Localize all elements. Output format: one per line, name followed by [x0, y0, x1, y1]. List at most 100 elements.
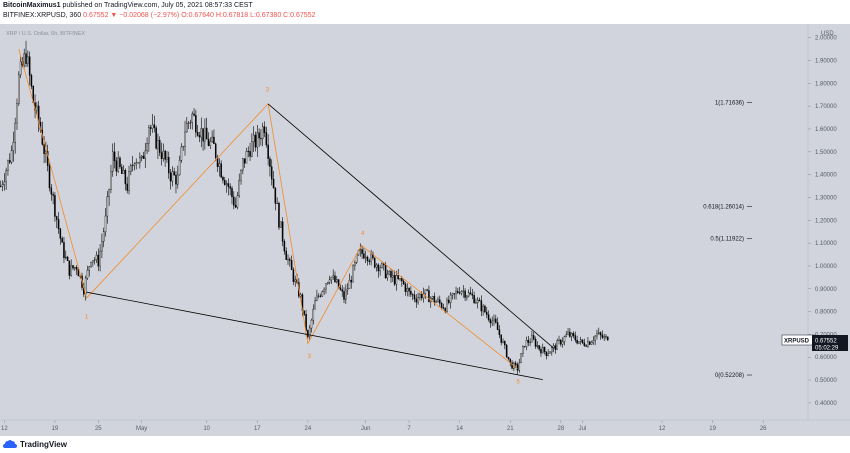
candle-body	[187, 122, 190, 124]
candle-body	[28, 56, 31, 76]
candle-body	[229, 186, 231, 189]
y-tick-label: 0.90000	[815, 287, 837, 293]
candle-body	[420, 294, 423, 299]
candle-body	[269, 158, 271, 167]
x-tick-label: 17	[254, 426, 261, 432]
candle-body	[563, 336, 566, 342]
price-chart[interactable]: XRP / U.S. Dollar, 6h, BITFINEX USD 2.00…	[0, 24, 850, 436]
candle-body	[339, 287, 342, 290]
candle-body	[518, 362, 521, 371]
x-tick-label: 10	[203, 426, 210, 432]
candle-body	[579, 339, 582, 342]
y-tick-label: 1.90000	[815, 59, 837, 65]
candle-body	[178, 160, 181, 176]
candle-body	[175, 174, 177, 185]
candle-body	[336, 279, 338, 283]
x-tick-label: May	[136, 426, 147, 432]
candle-body	[54, 195, 56, 217]
chart-watermark: XRP / U.S. Dollar, 6h, BITFINEX	[6, 31, 85, 37]
candle-body	[466, 295, 468, 298]
x-tick-label: 21	[507, 426, 514, 432]
candle-body	[216, 157, 219, 167]
candle-body	[359, 249, 362, 251]
candle-body	[467, 292, 470, 297]
candle-body	[251, 141, 253, 157]
candle-body	[511, 362, 513, 369]
x-tick-label: 24	[305, 426, 312, 432]
candle-body	[601, 334, 604, 338]
candle-body	[113, 151, 116, 162]
candle-body	[424, 289, 427, 294]
candle-body	[607, 336, 609, 341]
x-tick-label: 7	[407, 426, 411, 432]
candle-body	[160, 152, 163, 159]
candle-body	[205, 127, 208, 140]
candle-body	[204, 127, 206, 142]
candle-body	[457, 291, 459, 293]
candle-body	[52, 193, 54, 196]
current-price: 0.67552	[83, 12, 109, 19]
candle-body	[198, 135, 201, 138]
candle-body	[567, 331, 569, 335]
y-tick-label: 2.00000	[815, 36, 837, 42]
x-tick-label: 26	[760, 426, 767, 432]
candle-body	[377, 264, 380, 272]
candle-body	[460, 291, 463, 294]
last-price-box	[812, 335, 848, 351]
candle-body	[314, 300, 316, 310]
fib-level-label: 1(1.71636)	[715, 100, 744, 106]
candle-body	[213, 136, 215, 145]
candle-body	[588, 341, 591, 345]
candle-body	[599, 332, 602, 336]
candle-body	[480, 300, 483, 312]
candle-body	[307, 330, 309, 337]
candle-body	[419, 294, 421, 298]
tradingview-logo[interactable]: TradingView	[3, 439, 67, 449]
candle-body	[166, 157, 168, 160]
candle-body	[583, 342, 586, 346]
candle-body	[545, 351, 548, 356]
candle-body	[505, 344, 508, 358]
candle-body	[406, 287, 409, 292]
candle-body	[211, 136, 213, 142]
candle-body	[364, 256, 367, 259]
chart-header: BitcoinMaximus1 published on TradingView…	[0, 0, 850, 24]
candle-body	[95, 254, 98, 261]
y-tick-label: 1.50000	[815, 150, 837, 156]
candle-body	[594, 335, 596, 341]
author-name[interactable]: BitcoinMaximus1	[3, 2, 61, 9]
candle-body	[276, 202, 278, 204]
candle-body	[332, 275, 334, 278]
last-price-value: 0.67552	[815, 339, 837, 345]
candle-body	[8, 160, 11, 163]
candle-body	[590, 341, 593, 345]
candle-body	[207, 138, 210, 146]
candle-body	[554, 345, 557, 350]
candle-body	[345, 289, 347, 300]
candle-body	[238, 180, 240, 197]
candle-body	[75, 267, 78, 270]
candle-body	[538, 345, 540, 350]
candle-body	[234, 205, 237, 208]
price-axis[interactable]	[808, 24, 850, 420]
candle-body	[561, 341, 564, 345]
candle-body	[493, 318, 495, 322]
y-tick-label: 1.70000	[815, 104, 837, 110]
candle-body	[191, 113, 194, 123]
candle-body	[280, 221, 282, 228]
candle-body	[290, 260, 293, 270]
candle-body	[149, 127, 152, 129]
elliott-wave-line	[18, 48, 518, 369]
chart-plot-area[interactable]	[0, 24, 808, 420]
candle-body	[464, 290, 466, 298]
y-tick-label: 0.80000	[815, 310, 837, 316]
candle-body	[491, 320, 493, 324]
candle-body	[74, 267, 76, 269]
candle-body	[496, 322, 499, 330]
candle-body	[439, 299, 441, 304]
y-tick-label: 0.50000	[815, 378, 837, 384]
candle-body	[254, 134, 257, 148]
candle-body	[3, 181, 6, 185]
candle-body	[23, 53, 25, 66]
time-axis[interactable]	[0, 420, 850, 436]
